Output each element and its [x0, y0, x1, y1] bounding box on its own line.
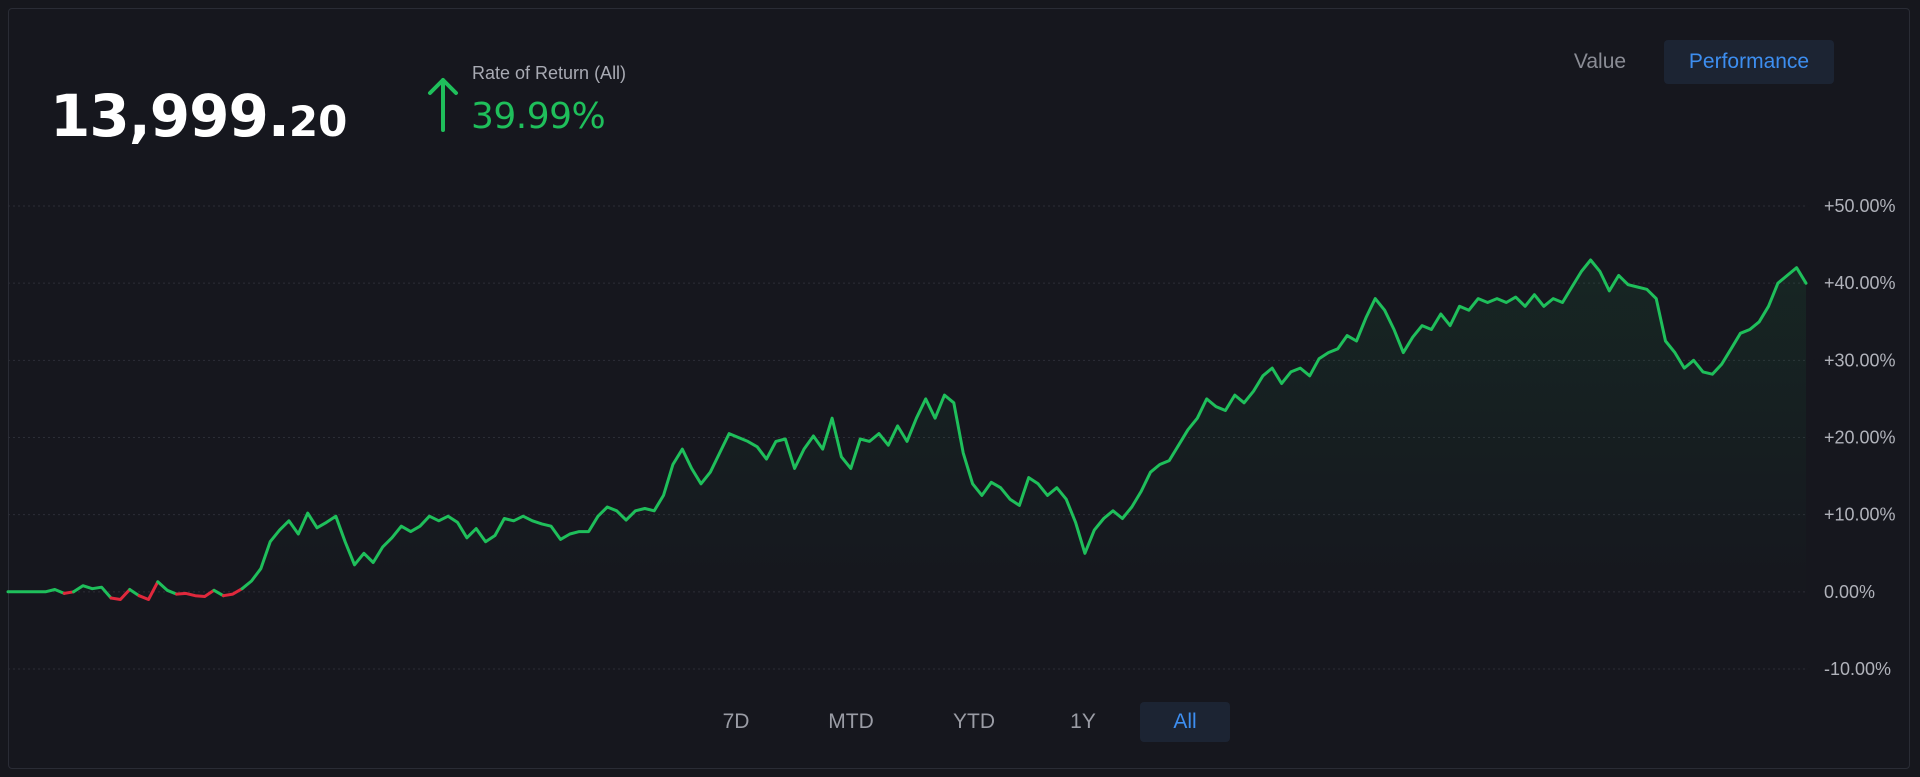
y-tick-label: +30.00%	[1824, 350, 1896, 370]
rate-of-return-label: Rate of Return (All)	[472, 63, 627, 83]
series-line-segment[interactable]	[137, 580, 160, 601]
range-button-all[interactable]: All	[1140, 702, 1230, 742]
y-axis-ticks: +50.00% +40.00% +30.00% +20.00% +10.00% 0.00%…	[1824, 196, 1896, 679]
series-line-segment[interactable]	[6, 588, 66, 595]
chart-area-fill	[8, 260, 1806, 600]
y-tick-label: -10.00%	[1824, 659, 1891, 679]
range-button-7d[interactable]: 7D	[722, 710, 750, 733]
series-line-segment[interactable]	[156, 580, 179, 596]
arrow-up-icon	[428, 78, 458, 132]
rate-of-return-value: 39.99%	[471, 96, 606, 137]
series-line-segment[interactable]	[175, 588, 216, 598]
series-line-segment[interactable]	[212, 588, 225, 598]
performance-chart: +50.00% +40.00% +30.00% +20.00% +10.00% 0.00%…	[6, 196, 1896, 679]
portfolio-value-integer: 13,999.	[50, 82, 290, 150]
y-tick-label: +20.00%	[1824, 428, 1896, 448]
series-line-segment[interactable]	[72, 584, 113, 600]
y-tick-label: +40.00%	[1824, 273, 1896, 293]
value-toggle-button[interactable]: Value	[1573, 50, 1627, 73]
range-button-mtd[interactable]: MTD	[828, 710, 874, 733]
portfolio-value-decimal: 20	[288, 97, 348, 146]
series-line-segment[interactable]	[128, 588, 141, 598]
series-line-segment[interactable]	[240, 258, 1808, 591]
y-tick-label: +10.00%	[1824, 505, 1896, 525]
performance-toggle-button[interactable]: Performance	[1664, 40, 1834, 84]
series-line-segment[interactable]	[221, 587, 244, 598]
chart-series-line[interactable]	[6, 258, 1808, 601]
range-button-ytd[interactable]: YTD	[953, 710, 995, 733]
y-tick-label: +50.00%	[1824, 196, 1896, 216]
series-line-segment[interactable]	[109, 588, 132, 601]
range-button-1y[interactable]: 1Y	[1070, 710, 1096, 733]
series-line-segment[interactable]	[62, 590, 76, 595]
y-tick-label: 0.00%	[1824, 582, 1875, 602]
portfolio-value: 13,999.20	[50, 82, 347, 150]
